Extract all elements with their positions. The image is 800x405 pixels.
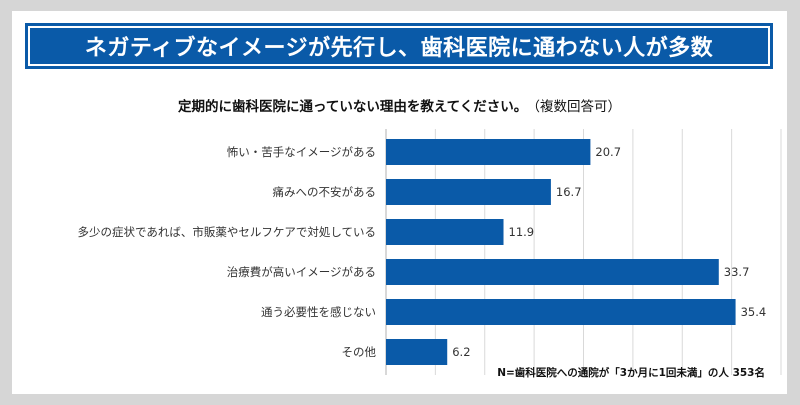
question-note: （複数回答可） [533, 99, 621, 115]
bar [386, 259, 719, 285]
category-label: 治療費が高いイメージがある [227, 265, 376, 279]
title-banner: ネガティブなイメージが先行し、歯科医院に通わない人が多数 [25, 23, 773, 69]
bar [386, 299, 736, 325]
value-label: 11.9 [509, 225, 535, 239]
category-label: 通う必要性を感じない [261, 305, 376, 319]
value-label: 6.2 [452, 345, 470, 359]
value-label: 35.4 [741, 305, 767, 319]
bar [386, 179, 551, 205]
bar [386, 219, 504, 245]
question-text: 定期的に歯科医院に通っていない理由を教えてください。 [178, 99, 528, 115]
value-label: 33.7 [724, 265, 750, 279]
category-label: 痛みへの不安がある [273, 185, 377, 199]
chart-card: ネガティブなイメージが先行し、歯科医院に通わない人が多数 定期的に歯科医院に通っ… [12, 11, 787, 394]
category-label: 怖い・苦手なイメージがある [227, 145, 376, 159]
bar [386, 339, 448, 365]
value-label: 20.7 [595, 145, 621, 159]
sample-footnote: N=歯科医院への通院が「3か月に1回未満」の人 353名 [497, 367, 765, 379]
banner-title: ネガティブなイメージが先行し、歯科医院に通わない人が多数 [84, 36, 714, 61]
question-subtitle: 定期的に歯科医院に通っていない理由を教えてください。 （複数回答可） [12, 95, 787, 115]
value-label: 16.7 [556, 185, 582, 199]
bar [386, 139, 591, 165]
bar-chart: 怖い・苦手なイメージがある 20.7 痛みへの不安がある 16.7 多少の症状であれば、… [77, 129, 782, 375]
category-label: 多少の症状であれば、市販薬やセルフケアで対処している [77, 225, 376, 239]
category-label: その他 [342, 345, 377, 359]
